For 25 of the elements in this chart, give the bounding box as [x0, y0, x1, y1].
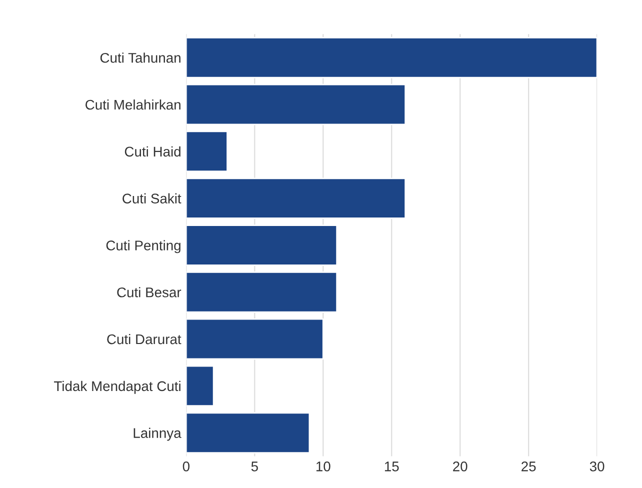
bar: [186, 178, 406, 219]
x-tick-label: 5: [251, 462, 258, 472]
bar: [186, 130, 228, 172]
bar: [186, 318, 324, 360]
y-tick-label: Cuti Sakit: [122, 193, 182, 204]
y-tick-label: Cuti Haid: [124, 146, 180, 157]
x-tick-label: 15: [384, 462, 399, 472]
bar: [186, 224, 338, 266]
y-tick-label: Cuti Melahirkan: [86, 99, 180, 110]
x-tick-label: 30: [590, 462, 604, 472]
bar: [186, 365, 214, 407]
y-tick-label: Cuti Besar: [117, 287, 182, 298]
y-tick-label: Cuti Darurat: [107, 334, 182, 344]
bar: [186, 84, 406, 126]
x-tick-label: 0: [182, 462, 190, 472]
y-tick-label: Tidak Mendapat Cuti: [54, 380, 180, 394]
x-tick-label: 20: [453, 462, 468, 472]
y-tick-label: Cuti Tahunan: [100, 52, 180, 63]
y-tick-label: Cuti Penting: [106, 240, 180, 254]
bar: [186, 36, 598, 78]
y-tick-label: Lainnya: [134, 428, 182, 441]
bar: [186, 412, 310, 454]
bar: [186, 271, 338, 313]
x-tick-label: 10: [316, 462, 330, 472]
x-tick-label: 25: [522, 462, 536, 472]
